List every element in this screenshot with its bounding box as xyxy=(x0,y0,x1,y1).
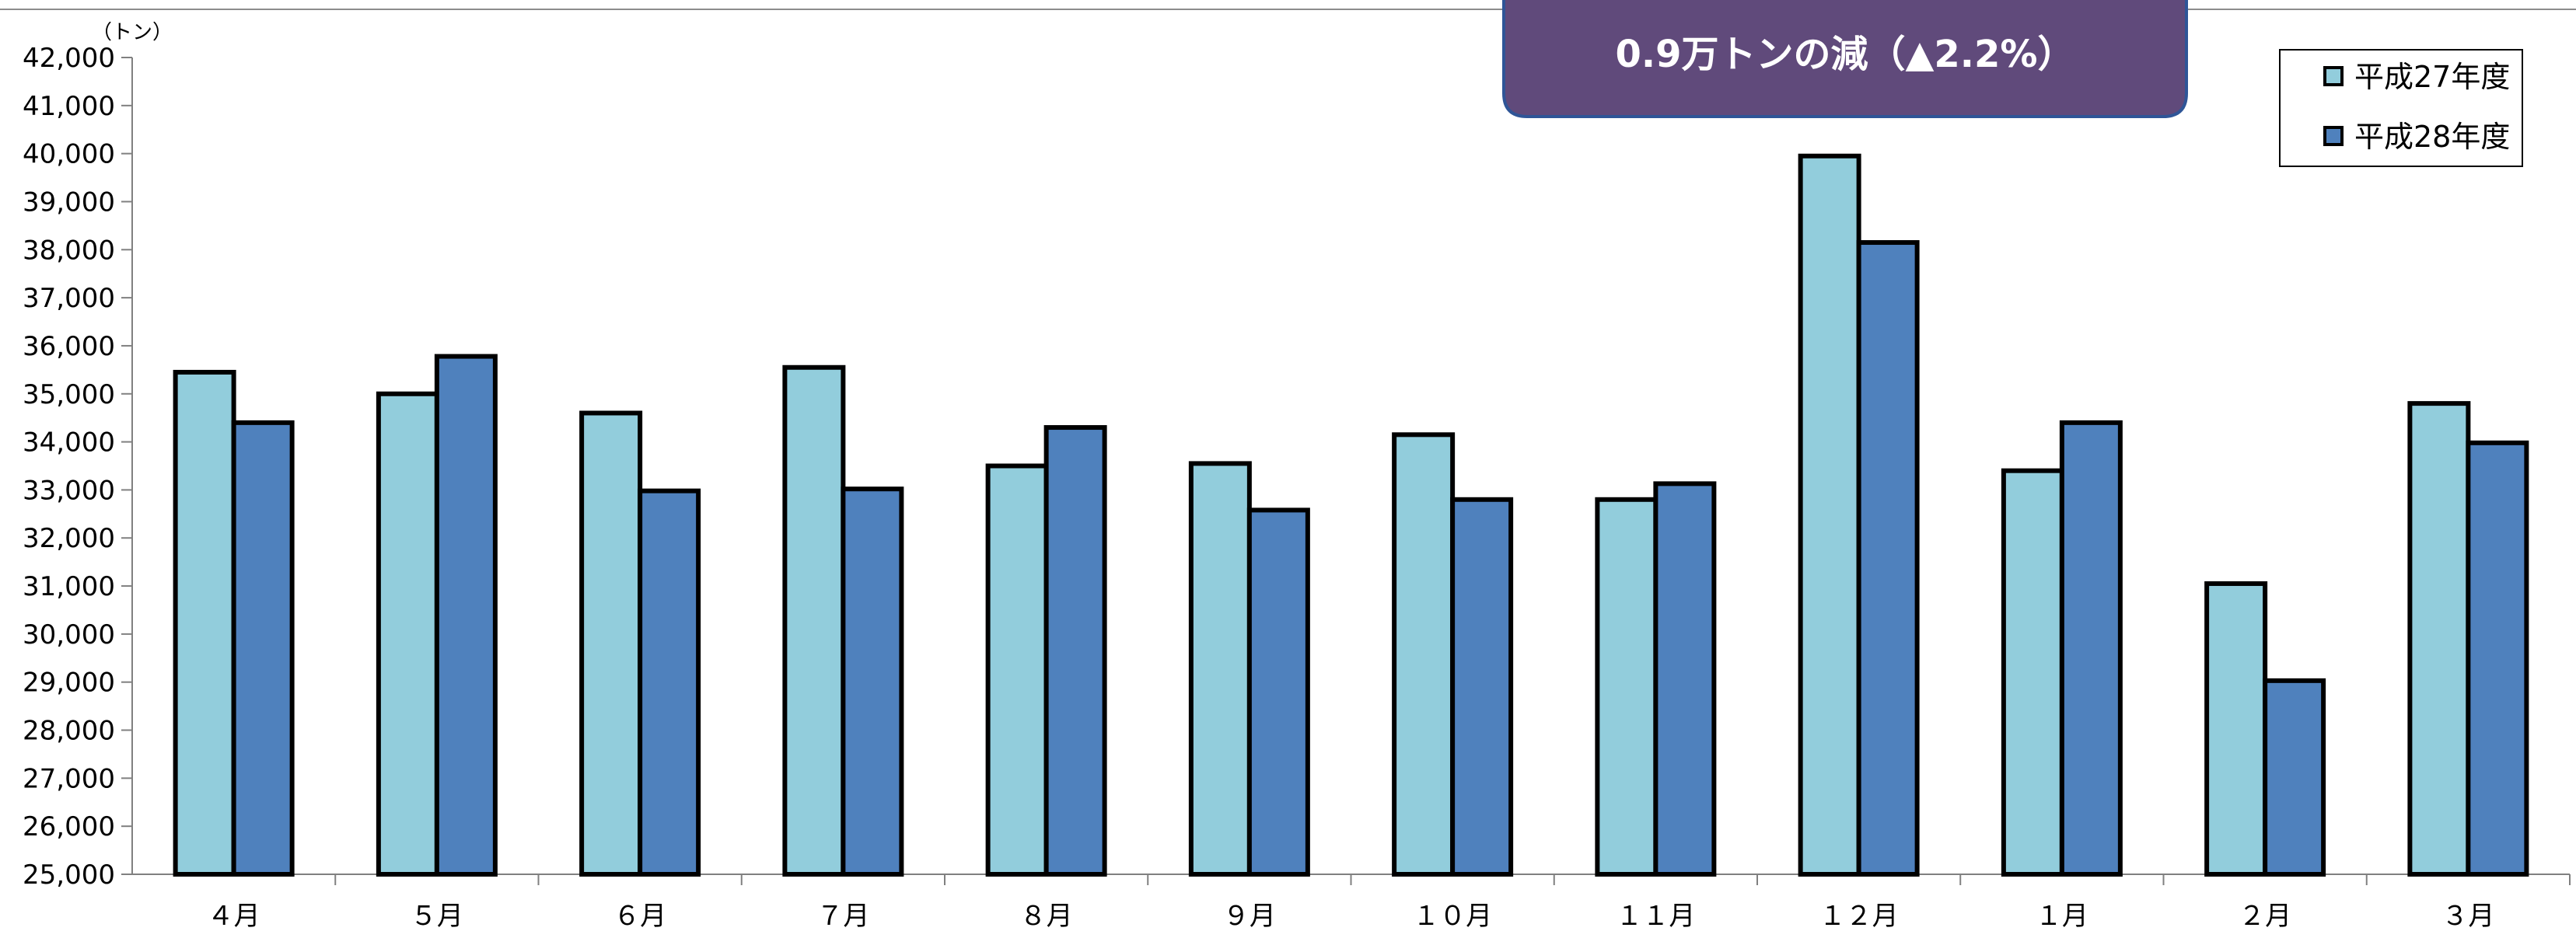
bar-h28 xyxy=(2466,440,2529,877)
y-tick-label: 33,000 xyxy=(23,475,115,506)
bar-h27 xyxy=(985,463,1049,877)
bar-h27 xyxy=(1798,153,1861,877)
category-label: ９月 xyxy=(1223,901,1276,932)
y-tick-label: 25,000 xyxy=(23,860,115,891)
bar-h28 xyxy=(434,354,498,877)
legend-swatch-h28 xyxy=(2323,126,2344,146)
legend-box xyxy=(2279,49,2523,167)
y-tick-label: 31,000 xyxy=(23,571,115,602)
bar-h28 xyxy=(638,488,701,877)
y-tick-label: 32,000 xyxy=(23,523,115,554)
category-label: ８月 xyxy=(1020,901,1073,932)
bar-h27 xyxy=(2407,401,2471,877)
bar-h27 xyxy=(1392,432,1456,877)
bar-h28 xyxy=(841,486,904,877)
bars xyxy=(173,153,2529,877)
category-label: １月 xyxy=(2036,901,2088,932)
y-tick-label: 37,000 xyxy=(23,283,115,314)
bar-h28 xyxy=(1653,481,1717,877)
callout-box xyxy=(1502,0,2188,118)
category-label: ７月 xyxy=(816,901,869,932)
category-label: １０月 xyxy=(1413,901,1492,932)
legend-label-h28: 平成28年度 xyxy=(2354,120,2510,154)
bar-h27 xyxy=(579,410,643,877)
category-label: ３月 xyxy=(2441,901,2494,932)
bar-h27 xyxy=(173,369,236,877)
y-tick-label: 38,000 xyxy=(23,235,115,266)
category-labels: ４月 ５月 ６月 ７月 ８月 ９月 １０月 １１月 １２月 １月 ２月 ３月 xyxy=(208,901,2495,932)
y-axis-unit: （トン） xyxy=(92,21,173,44)
y-axis: 25,000 26,000 27,000 28,000 29,000 30,000 31,0… xyxy=(23,43,133,891)
bar-h27 xyxy=(2204,581,2268,877)
y-tick-label: 28,000 xyxy=(23,716,115,747)
y-tick-label: 29,000 xyxy=(23,668,115,699)
bar-h27 xyxy=(2001,468,2064,877)
category-label: ５月 xyxy=(411,901,463,932)
category-label: ２月 xyxy=(2239,901,2291,932)
x-axis xyxy=(132,874,2571,885)
y-tick-label: 36,000 xyxy=(23,331,115,362)
y-tick-label: 34,000 xyxy=(23,427,115,459)
y-tick-label: 26,000 xyxy=(23,811,115,842)
category-label: １１月 xyxy=(1616,901,1695,932)
category-label: ６月 xyxy=(613,901,666,932)
bar-h28 xyxy=(1856,240,1920,877)
legend-label-h27: 平成27年度 xyxy=(2354,60,2510,94)
y-tick-label: 30,000 xyxy=(23,619,115,650)
callout-line-2: 0.9万トンの減（▲2.2%） xyxy=(1615,33,2074,76)
y-tick-label: 39,000 xyxy=(23,187,115,218)
bar-h28 xyxy=(1246,507,1310,877)
bar-h27 xyxy=(782,364,846,877)
y-tick-label: 42,000 xyxy=(23,43,115,74)
y-tick-label: 41,000 xyxy=(23,91,115,122)
annotation-callout: 0.9万トンの減（▲2.2%） xyxy=(1502,0,2188,118)
legend: 平成27年度 平成28年度 xyxy=(2279,49,2523,167)
bar-h27 xyxy=(376,391,439,877)
bar-h27 xyxy=(1595,497,1658,877)
bar-h28 xyxy=(231,420,295,877)
bar-h28 xyxy=(1043,425,1107,877)
bar-h28 xyxy=(2059,420,2123,877)
category-label: １２月 xyxy=(1819,901,1899,932)
y-tick-label: 27,000 xyxy=(23,763,115,794)
bar-h27 xyxy=(1188,461,1252,877)
y-tick-label: 40,000 xyxy=(23,139,115,170)
category-label: ４月 xyxy=(208,901,260,932)
bar-h28 xyxy=(2263,678,2326,877)
legend-swatch-h27 xyxy=(2323,66,2344,86)
y-tick-label: 35,000 xyxy=(23,379,115,410)
bar-h28 xyxy=(1450,497,1514,877)
